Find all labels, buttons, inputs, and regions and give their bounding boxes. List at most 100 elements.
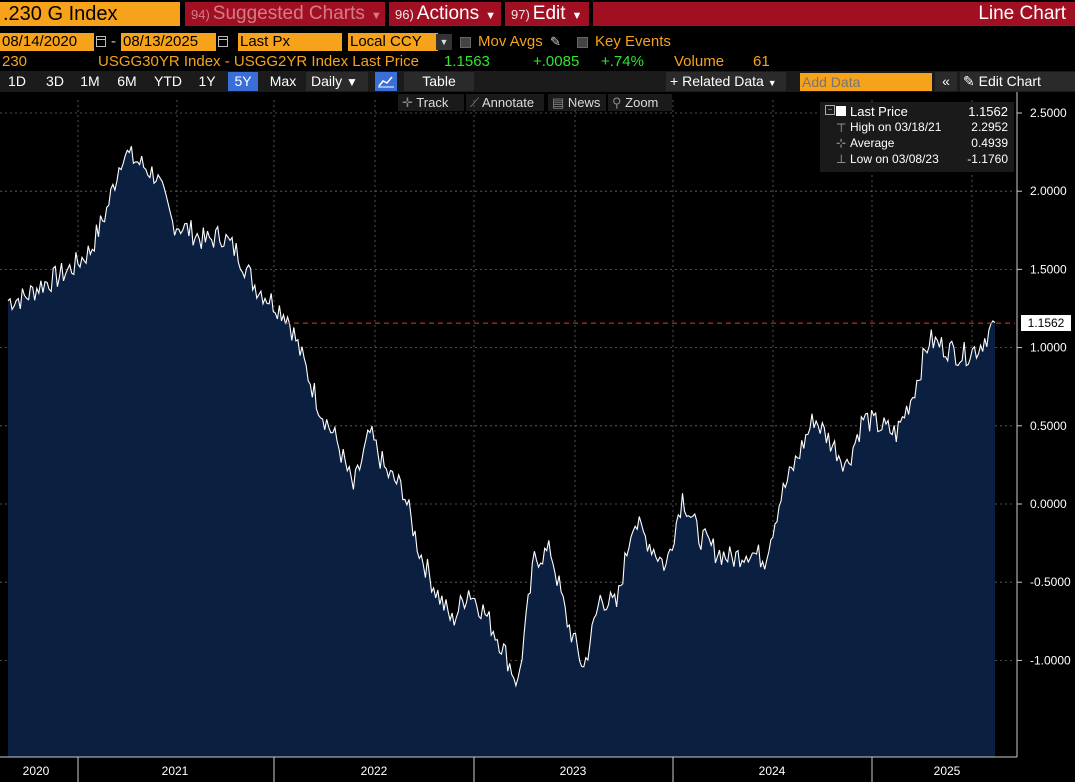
legend-last-value: 1.1562 — [968, 104, 1008, 119]
end-date-input[interactable]: 08/13/2025 — [121, 33, 216, 51]
y-tick-label: 1.5000 — [1030, 262, 1067, 276]
key-events-label: Key Events — [595, 33, 671, 50]
suggested-num: 94) — [191, 7, 210, 22]
edit-label: Edit — [532, 3, 566, 24]
mov-avgs-checkbox[interactable] — [460, 37, 471, 48]
mov-avgs-label: Mov Avgs — [478, 33, 543, 50]
start-date-input[interactable]: 08/14/2020 — [0, 33, 94, 51]
legend-high-value: 2.2952 — [971, 120, 1008, 134]
annotate-icon: ⟋ — [470, 95, 480, 110]
zoom-tool[interactable]: ⚲ Zoom — [608, 94, 672, 111]
frequency-label: Daily — [311, 73, 343, 89]
x-axis: 2020 2021 2022 2023 2024 2025 — [0, 756, 1017, 782]
collapse-icon[interactable]: « — [935, 72, 957, 91]
legend-last-label: Last Price — [850, 104, 908, 119]
related-data-button[interactable]: + Related Data ▼ — [666, 72, 786, 91]
x-tick-label: 2022 — [361, 764, 388, 778]
legend-low-value: -1.1760 — [967, 152, 1008, 166]
timeframe-5y[interactable]: 5Y — [228, 72, 258, 91]
annotate-label: Annotate — [482, 95, 535, 110]
edit-num: 97) — [511, 7, 530, 22]
news-icon: ▤ — [552, 95, 565, 110]
actions-num: 96) — [395, 7, 414, 22]
line-chart-icon[interactable] — [375, 72, 397, 91]
timeframe-max[interactable]: Max — [269, 73, 297, 89]
edit-chart-label: Edit Chart — [978, 73, 1041, 89]
field-select[interactable]: Last Px — [238, 33, 342, 51]
zoom-label: Zoom — [625, 95, 659, 110]
annotate-tool[interactable]: ⟋ Annotate — [466, 94, 544, 111]
price-line — [7, 146, 996, 688]
track-label: Track — [416, 95, 449, 110]
news-tool[interactable]: ▤ News — [548, 94, 606, 111]
x-tick-label: 2021 — [162, 764, 189, 778]
caret-down-icon: ▼ — [346, 75, 358, 89]
plus-icon: + — [670, 73, 679, 89]
edit-chart-button[interactable]: ✎ Edit Chart — [960, 72, 1075, 91]
currency-dropdown-icon[interactable]: ▼ — [436, 34, 452, 50]
security-description: USGG30YR Index - USGG2YR Index Last Pric… — [98, 53, 419, 70]
caret-down-icon: ▼ — [767, 78, 777, 88]
currency-select[interactable]: Local CCY — [348, 33, 438, 51]
y-tick-label: 0.5000 — [1030, 419, 1067, 433]
legend-average-label: Average — [850, 136, 895, 150]
legend-low-label: Low on 03/08/23 — [850, 152, 939, 166]
actions-button[interactable]: 96) Actions ▼ — [389, 2, 501, 26]
x-tick-label: 2020 — [23, 764, 50, 778]
line-chart-glyph — [378, 76, 394, 88]
security-id: 230 — [2, 53, 28, 70]
legend-high-label: High on 03/18/21 — [850, 120, 942, 134]
price-chart[interactable]: 2.5000 2.0000 1.5000 1.0000 0.5000 0.0000 -0.5… — [0, 92, 1075, 782]
collapse-legend-icon[interactable]: − — [825, 105, 835, 115]
timeframe-1d[interactable]: 1D — [8, 73, 26, 89]
calendar-icon[interactable] — [96, 36, 106, 47]
timeframe-ytd[interactable]: YTD — [154, 73, 182, 89]
x-tick-label: 2025 — [934, 764, 961, 778]
pct-change-value: +.74% — [601, 53, 644, 70]
crosshair-icon: ✛ — [402, 95, 413, 110]
caret-down-icon: ▼ — [571, 10, 583, 22]
y-tick-label: 1.0000 — [1030, 341, 1067, 355]
ticker-field[interactable]: .230 G Index — [0, 2, 180, 26]
table-button[interactable]: Table — [404, 72, 474, 91]
timeframe-1m[interactable]: 1M — [80, 73, 100, 89]
last-value: 1.1563 — [444, 53, 490, 70]
low-marker-icon: ⊥ — [836, 152, 847, 166]
legend-average-value: 0.4939 — [971, 136, 1008, 150]
y-axis: 2.5000 2.0000 1.5000 1.0000 0.5000 0.0000 -0.5… — [1016, 92, 1071, 757]
y-tick-label: -0.5000 — [1030, 575, 1071, 589]
y-tick-label: 0.0000 — [1030, 497, 1067, 511]
date-separator: - — [111, 33, 116, 50]
edit-button[interactable]: 97) Edit ▼ — [505, 2, 589, 26]
caret-down-icon: ▼ — [370, 10, 382, 22]
key-events-checkbox[interactable] — [577, 37, 588, 48]
y-tick-label: 2.5000 — [1030, 106, 1067, 120]
frequency-select[interactable]: Daily ▼ — [306, 72, 368, 91]
high-marker-icon: ⊤ — [836, 121, 847, 135]
change-value: +.0085 — [533, 53, 580, 70]
caret-down-icon: ▼ — [485, 10, 496, 22]
suggested-label: Suggested Charts — [212, 3, 365, 24]
pencil-icon: ✎ — [963, 73, 975, 89]
last-price-marker: 1.1562 — [1021, 315, 1071, 332]
timeframe-3d[interactable]: 3D — [46, 73, 64, 89]
timeframe-6m[interactable]: 6M — [117, 73, 137, 89]
calendar-icon[interactable] — [218, 36, 228, 47]
volume-label: Volume — [674, 53, 725, 70]
related-label: Related Data — [682, 73, 764, 89]
average-marker-icon: ⊹ — [836, 136, 847, 150]
timeframe-1y[interactable]: 1Y — [198, 73, 216, 89]
legend: − Last Price 1.1562 ⊤ High on 03/18/21 2… — [820, 102, 1014, 172]
add-data-input[interactable] — [800, 73, 932, 91]
pencil-icon[interactable]: ✎ — [550, 34, 561, 49]
price-area — [8, 146, 995, 757]
actions-label: Actions — [416, 3, 480, 24]
track-tool[interactable]: ✛ Track — [398, 94, 464, 111]
x-tick-label: 2024 — [759, 764, 786, 778]
volume-value: 61 — [753, 53, 770, 70]
chart-type-label: Line Chart — [593, 2, 1075, 26]
series-color-swatch — [836, 106, 846, 116]
zoom-icon: ⚲ — [612, 95, 622, 110]
x-tick-label: 2023 — [560, 764, 587, 778]
suggested-charts-button[interactable]: 94) Suggested Charts ▼ — [185, 2, 385, 26]
